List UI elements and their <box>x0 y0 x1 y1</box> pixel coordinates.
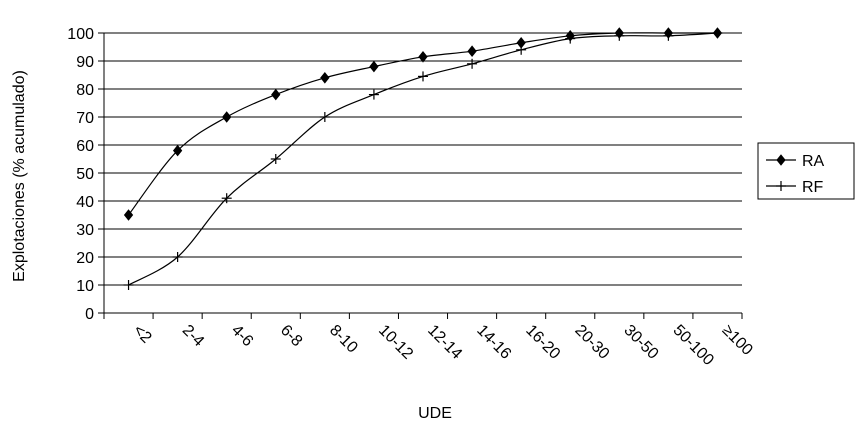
x-tick-label: 2-4 <box>179 322 207 350</box>
data-point-ra-6 <box>418 50 428 63</box>
x-tick-label: 20-30 <box>571 322 612 363</box>
data-point-rf-3 <box>270 154 281 164</box>
data-point-rf-10 <box>614 30 625 41</box>
y-tick-label-50: 50 <box>76 166 94 183</box>
x-tick-label: 14-16 <box>473 322 514 363</box>
y-tick-label-0: 0 <box>85 306 94 323</box>
y-tick-labels: 0 10 20 30 40 50 60 70 80 90 100 <box>67 26 94 323</box>
x-tick-label: 4-6 <box>228 322 256 350</box>
x-tick-label: 8-10 <box>326 322 361 357</box>
y-tick-label-100: 100 <box>67 26 94 43</box>
x-tick-label: 12-14 <box>424 322 465 363</box>
data-point-rf-7 <box>467 58 478 69</box>
data-point-rf-0 <box>123 280 134 290</box>
y-tick-label-40: 40 <box>76 194 94 211</box>
y-tick-label-60: 60 <box>76 138 94 155</box>
x-tick-labels: <2 2-4 4-6 6-8 8-10 10-12 12-14 14-16 16-20 20-30… <box>130 322 756 369</box>
x-tick-label: 30-50 <box>620 322 661 363</box>
data-point-ra-0 <box>123 209 134 221</box>
x-tick-label: <2 <box>130 322 155 347</box>
y-axis-label: Explotaciones (% acumulado) <box>11 70 28 282</box>
axes <box>98 32 743 319</box>
legend-box <box>757 142 855 200</box>
x-tick-label: 16-20 <box>522 322 563 363</box>
y-tick-label-20: 20 <box>76 250 94 267</box>
data-point-rf-11 <box>663 30 674 41</box>
y-tick-label-10: 10 <box>76 278 94 295</box>
data-point-ra-2 <box>222 111 232 123</box>
legend-label-ra: RA <box>802 153 825 170</box>
data-point-rf-12 <box>712 28 723 38</box>
legend-label-rf: RF <box>802 179 824 196</box>
x-tick-label: ≥100 <box>719 322 756 359</box>
data-point-ra-3 <box>271 88 281 101</box>
data-point-rf-9 <box>565 33 576 44</box>
y-tick-label-80: 80 <box>76 82 94 99</box>
x-axis-label: UDE <box>418 405 452 422</box>
y-tick-label-90: 90 <box>76 54 94 71</box>
data-point-rf-6 <box>418 71 428 82</box>
legend-marker-rf <box>776 181 786 191</box>
data-point-rf-1 <box>172 252 183 262</box>
data-point-ra-1 <box>172 144 183 157</box>
x-tick-label: 50-100 <box>670 322 717 369</box>
data-point-ra-5 <box>369 60 379 73</box>
series-line-rf <box>128 32 718 286</box>
legend-marker-ra <box>776 154 786 166</box>
legend: RA RF <box>757 142 855 200</box>
data-point-rf-5 <box>368 89 379 100</box>
x-tick-label: 6-8 <box>277 322 305 350</box>
y-tick-label-30: 30 <box>76 222 94 239</box>
data-point-rf-4 <box>319 112 330 122</box>
data-point-rf-2 <box>221 193 232 204</box>
x-tick-label: 10-12 <box>375 322 416 363</box>
grid-lines <box>104 32 742 286</box>
y-tick-label-70: 70 <box>76 110 94 127</box>
data-point-ra-4 <box>320 71 330 84</box>
series-group <box>123 27 723 290</box>
data-point-ra-7 <box>467 45 477 58</box>
data-point-rf-8 <box>516 44 527 55</box>
